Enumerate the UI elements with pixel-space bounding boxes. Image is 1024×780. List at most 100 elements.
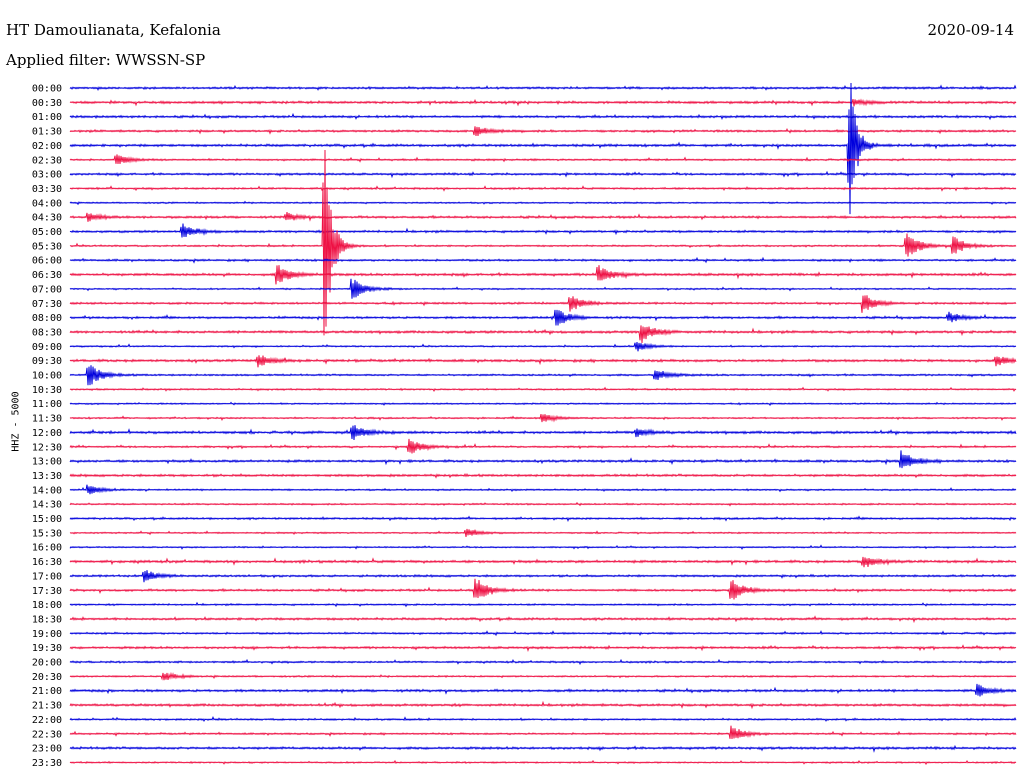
trace-line-0000 [69,84,1017,91]
trace-line-2300 [69,744,1017,753]
time-tick-label: 08:00 [32,313,62,324]
trace-line-0100 [69,112,1017,121]
time-tick-label: 03:30 [32,184,62,195]
trace-line-0800 [69,309,1017,326]
date-label: 2020-09-14 [927,21,1014,39]
time-tick-label: 14:00 [32,485,62,496]
time-tick-label: 16:00 [32,543,62,554]
time-tick-label: 21:00 [32,686,62,697]
time-tick-label: 06:00 [32,256,62,267]
time-tick-label: 23:00 [32,744,62,755]
trace-line-1500 [69,515,1017,522]
time-tick-label: 19:00 [32,629,62,640]
time-tick-label: 20:00 [32,658,62,669]
trace-line-0400 [69,200,1017,206]
trace-line-1930 [69,644,1017,652]
trace-line-1800 [69,601,1017,608]
time-tick-label: 20:30 [32,672,62,683]
trace-line-2030 [69,671,1017,681]
station-title: HT Damoulianata, Kefalonia [6,21,221,39]
trace-line-1700 [69,570,1017,583]
time-tick-label: 19:30 [32,643,62,654]
time-tick-label: 01:30 [32,127,62,138]
time-tick-label: 12:00 [32,428,62,439]
time-tick-label: 15:30 [32,528,62,539]
time-tick-label: 21:30 [32,701,62,712]
trace-line-1030 [69,386,1017,392]
trace-line-1330 [69,472,1017,479]
time-tick-label: 02:30 [32,155,62,166]
trace-line-0030 [69,98,1017,107]
trace-line-0330 [69,185,1017,192]
trace-line-0830 [69,325,1017,344]
time-tick-label: 05:00 [32,227,62,238]
trace-line-0430 [69,212,1017,222]
time-tick-label: 12:30 [32,442,62,453]
trace-line-2100 [69,683,1017,697]
time-tick-label: 02:00 [32,141,62,152]
time-tick-label: 08:30 [32,327,62,338]
trace-line-1200 [69,425,1017,441]
trace-line-1730 [69,578,1017,600]
trace-line-1530 [69,528,1017,537]
time-tick-label: 01:00 [32,112,62,123]
trace-line-0700 [69,278,1017,299]
time-tick-label: 14:30 [32,500,62,511]
time-tick-label: 23:30 [32,758,62,769]
trace-line-0930 [69,355,1017,368]
time-tick-label: 22:30 [32,729,62,740]
trace-line-1630 [69,556,1017,568]
trace-line-2230 [69,725,1017,740]
trace-line-1900 [69,630,1017,637]
time-tick-label: 03:00 [32,170,62,181]
trace-line-2130 [69,700,1017,710]
trace-line-1000 [69,365,1017,386]
time-tick-label: 11:30 [32,414,62,425]
trace-line-2000 [69,658,1017,666]
time-tick-label: 16:30 [32,557,62,568]
time-tick-label: 07:30 [32,299,62,310]
trace-line-1100 [69,401,1017,407]
time-tick-label: 04:30 [32,213,62,224]
time-tick-label: 10:30 [32,385,62,396]
time-tick-label: 05:30 [32,241,62,252]
trace-line-1130 [69,413,1017,423]
time-tick-label: 13:30 [32,471,62,482]
time-tick-label: 04:00 [32,198,62,209]
trace-line-0300 [69,170,1017,179]
trace-line-0530 [69,149,1017,336]
time-tick-label: 09:30 [32,356,62,367]
time-tick-label: 15:00 [32,514,62,525]
time-tick-label: 09:00 [32,342,62,353]
trace-line-0730 [69,295,1017,313]
trace-line-2330 [69,759,1017,766]
time-tick-label: 17:00 [32,571,62,582]
time-tick-label: 00:30 [32,98,62,109]
trace-line-0130 [69,126,1017,137]
trace-line-1300 [69,450,1017,469]
time-tick-label: 06:30 [32,270,62,281]
trace-line-1430 [69,501,1017,507]
trace-line-0600 [69,256,1017,264]
time-tick-label: 11:00 [32,399,62,410]
time-tick-label: 18:30 [32,614,62,625]
filter-label: Applied filter: WWSSN-SP [6,51,206,69]
time-tick-label: 18:00 [32,600,62,611]
trace-line-0230 [69,154,1017,164]
time-tick-label: 22:00 [32,715,62,726]
trace-line-1830 [69,615,1017,624]
trace-line-0500 [69,223,1017,238]
trace-line-0630 [69,265,1017,285]
trace-line-1600 [69,544,1017,551]
time-tick-label: 07:00 [32,284,62,295]
trace-line-0200 [69,82,1017,215]
time-tick-label: 00:00 [32,84,62,95]
trace-line-1230 [69,438,1017,454]
trace-line-2200 [69,715,1017,722]
trace-line-0900 [69,342,1017,352]
time-tick-label: 10:00 [32,371,62,382]
time-tick-label: 13:00 [32,457,62,468]
time-tick-label: 17:30 [32,586,62,597]
trace-line-1400 [69,484,1017,495]
